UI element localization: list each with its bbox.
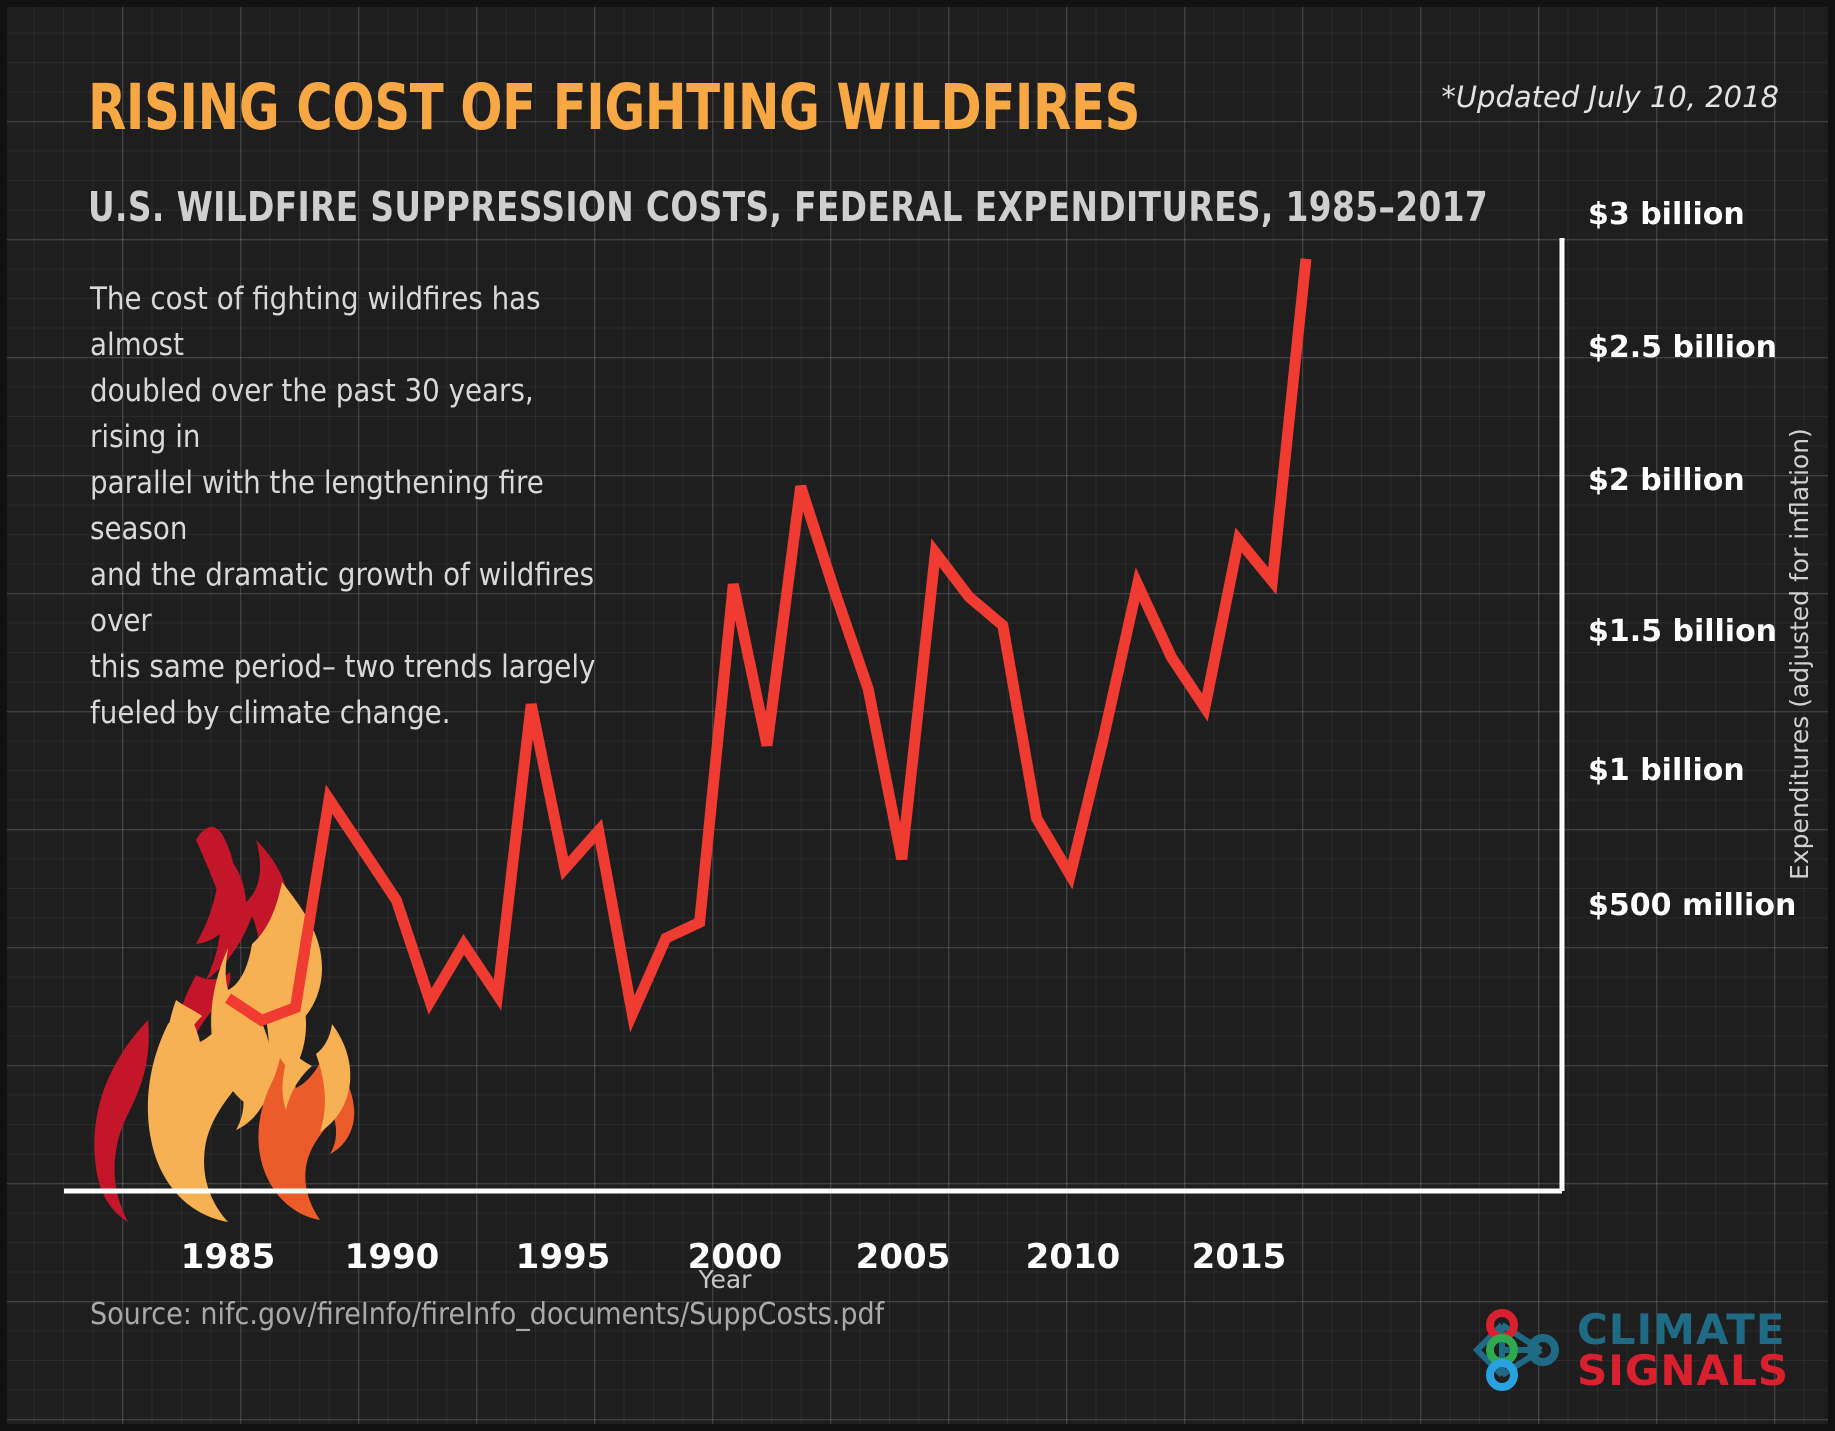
brand-line-signals: SIGNALS (1576, 1346, 1789, 1395)
intro-paragraph: The cost of fighting wildfires has almos… (90, 281, 596, 731)
brand-wordmark: CLIMATE SIGNALS (1576, 1304, 1789, 1395)
updated-date-note: *Updated July 10, 2018 (1441, 80, 1779, 114)
chart-subtitle: U.S. WILDFIRE SUPPRESSION COSTS, FEDERAL… (88, 183, 1489, 231)
climate-signals-logo[interactable]: CLIMATE SIGNALS (1471, 1307, 1789, 1393)
page-title: RISING COST OF FIGHTING WILDFIRES (88, 71, 1141, 144)
source-citation: Source: nifc.gov/fireInfo/fireInfo_docum… (90, 1297, 885, 1332)
network-nodes-icon (1472, 1309, 1559, 1391)
brand-line-climate: CLIMATE (1576, 1304, 1786, 1354)
